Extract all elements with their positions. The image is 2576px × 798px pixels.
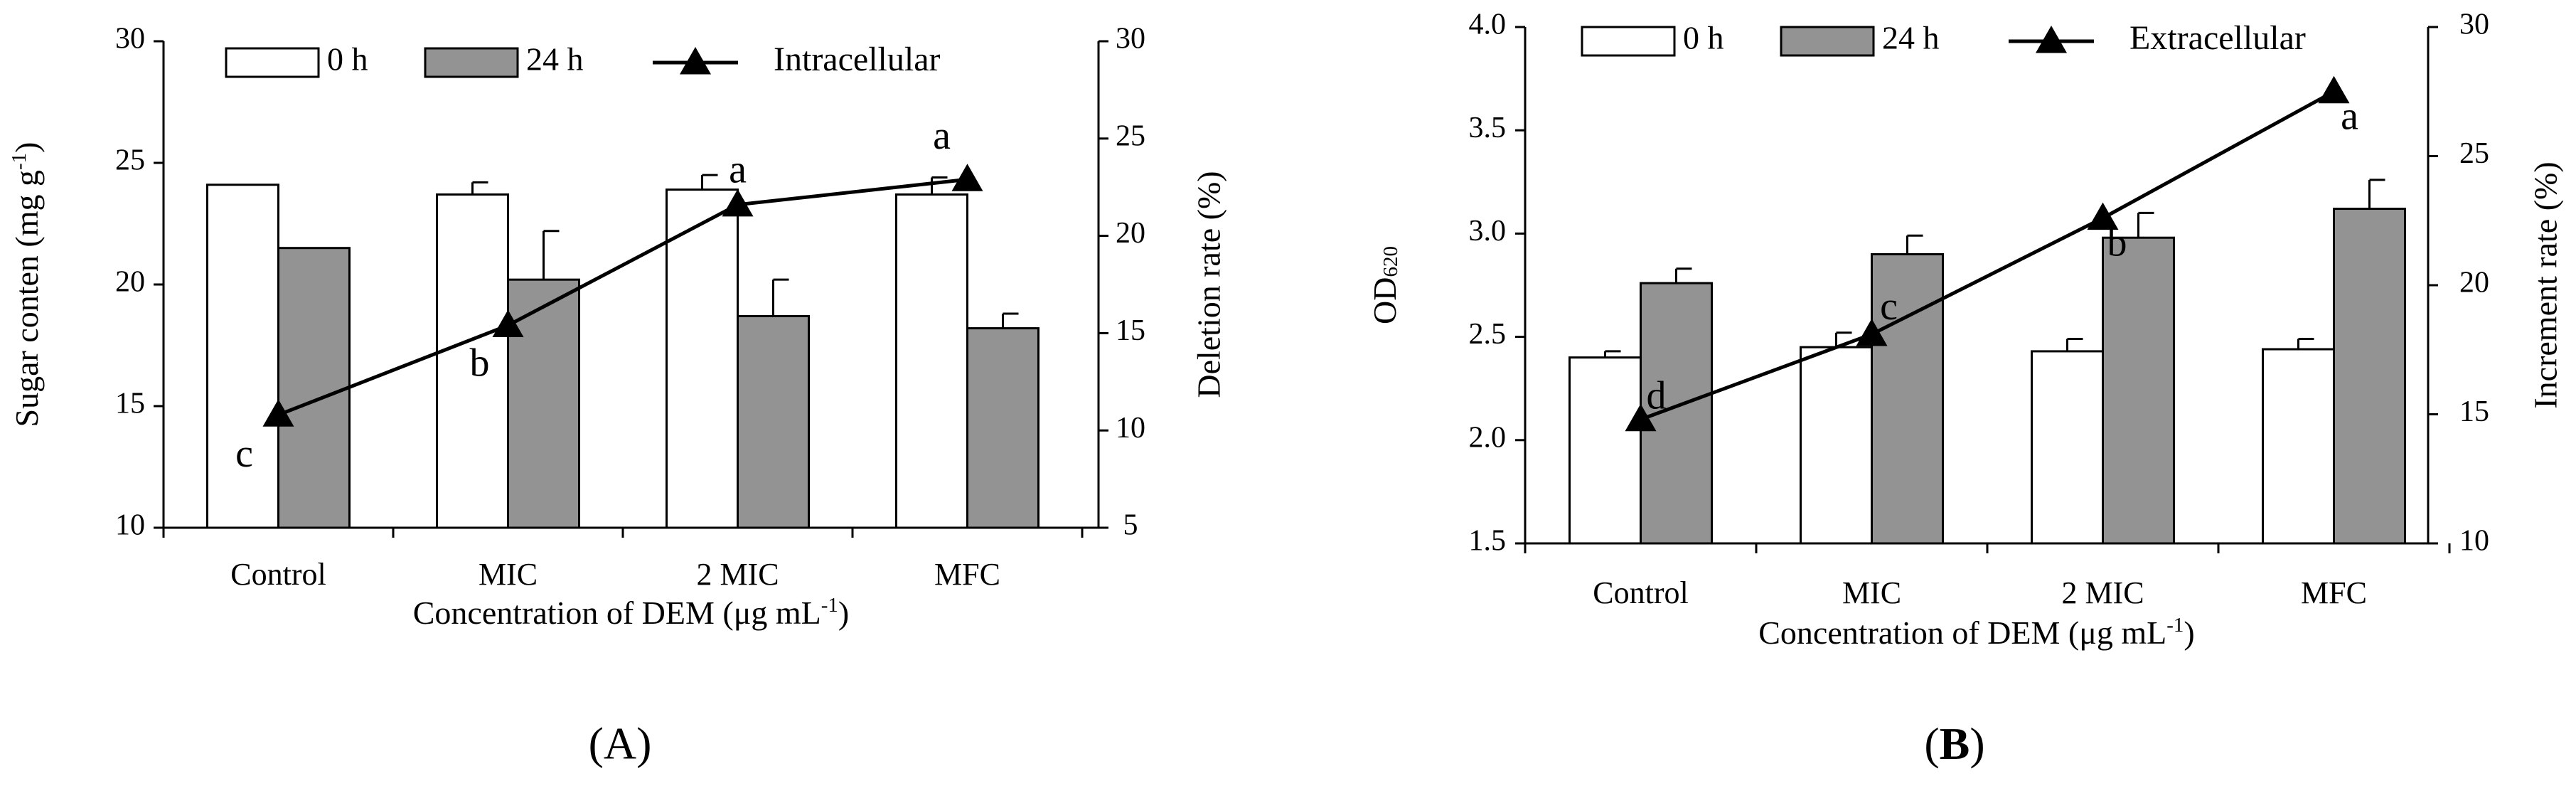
bar-0h: [1800, 346, 1873, 545]
chart-panel-b: 1.5 2.0 2.5 3.0 3.5 4.0 10 15 20 25 30 d c b a Control M…: [1367, 9, 2564, 769]
x-axis-title: Concentration of DEM (μg mL-1): [413, 594, 850, 630]
y-tick-label: 3.5: [1469, 112, 1507, 144]
y-axis-title: Sugar conten (mg g-1): [8, 142, 44, 427]
y-axis-title: OD620: [1367, 246, 1403, 324]
significance-letter: c: [235, 432, 253, 476]
bar-24h: [277, 247, 351, 529]
legend-swatch: [1780, 26, 1875, 57]
bar-0h: [2031, 350, 2104, 545]
significance-letter: b: [2107, 220, 2127, 265]
y2-tick-label: 25: [2459, 137, 2489, 170]
y2-axis-title: Increment rate (%): [2528, 161, 2564, 408]
triangle-marker: [2087, 202, 2119, 230]
y2-tick-label: 10: [2459, 525, 2489, 558]
legend: 0 h 24 h Extracellular: [1581, 19, 2306, 57]
x-axis-title: Concentration of DEM (μg mL-1): [1758, 614, 2195, 650]
legend-label: 0 h: [1683, 20, 1724, 56]
legend-swatch: [424, 47, 519, 78]
triangle-marker: [1625, 403, 1657, 432]
bar-0h: [1568, 356, 1642, 545]
y2-tick-label: 30: [2459, 9, 2489, 41]
y-tick-label: 4.0: [1469, 9, 1507, 41]
bar-24h: [1871, 252, 1944, 545]
bar-0h: [895, 193, 968, 529]
legend-label: Intracellular: [774, 41, 941, 78]
y-tick-label: 25: [115, 144, 145, 177]
x-tick-label: MFC: [934, 557, 1000, 592]
significance-letter: d: [1647, 374, 1667, 418]
legend-label: 24 h: [1882, 20, 1940, 56]
bar-24h: [2333, 208, 2406, 545]
y2-tick-label: 20: [2459, 267, 2489, 299]
significance-letter: c: [1880, 284, 1898, 329]
bar-0h: [666, 188, 739, 529]
bar-24h: [507, 278, 580, 529]
x-tick-label: MFC: [2301, 575, 2367, 610]
bar-24h: [966, 327, 1040, 529]
bar-0h: [2262, 348, 2335, 545]
legend-marker: [680, 47, 711, 75]
y2-tick-label: 25: [1116, 119, 1145, 152]
triangle-marker: [1856, 318, 1888, 346]
legend-swatch: [225, 47, 320, 78]
panel-label: (B): [1924, 718, 1984, 769]
significance-letter: a: [933, 114, 951, 158]
legend-marker: [2036, 26, 2067, 53]
y-tick-label: 30: [115, 23, 145, 55]
significance-letter: a: [2341, 95, 2358, 139]
x-tick-label: MIC: [1842, 575, 1901, 610]
y2-tick-label: 5: [1123, 509, 1138, 542]
y-tick-label: 2.5: [1469, 318, 1507, 351]
y2-tick-label: 30: [1116, 23, 1145, 55]
bar-24h: [2102, 236, 2175, 545]
series-line: [1640, 90, 2335, 422]
y-tick-label: 3.0: [1469, 215, 1507, 248]
legend: 0 h 24 h Intracellular: [225, 41, 941, 78]
triangle-marker: [492, 309, 524, 337]
y-tick-label: 20: [115, 266, 145, 299]
legend-label: 24 h: [526, 41, 584, 78]
y2-tick-label: 15: [2459, 395, 2489, 428]
y-tick-label: 10: [115, 509, 145, 542]
x-tick-label: 2 MIC: [2061, 575, 2144, 610]
y-tick-label: 15: [115, 388, 145, 420]
triangle-marker: [262, 399, 294, 427]
bar-24h: [737, 314, 810, 529]
x-tick-label: Control: [1593, 575, 1688, 610]
legend-label: Extracellular: [2129, 19, 2306, 57]
triangle-marker: [722, 188, 754, 217]
chart-panel-a: 10 15 20 25 30 5 10 15 20 25 30 c b a a Control MIC 2 MIC…: [8, 23, 1226, 769]
x-tick-label: 2 MIC: [696, 557, 779, 592]
y2-tick-label: 10: [1116, 412, 1145, 445]
x-tick-label: Control: [230, 557, 326, 592]
legend-swatch: [1581, 26, 1676, 57]
legend-label: 0 h: [327, 41, 368, 78]
bar-0h: [206, 183, 279, 529]
y2-tick-label: 20: [1116, 217, 1145, 250]
significance-letter: b: [470, 341, 490, 385]
y2-axis-title: Deletion rate (%): [1191, 171, 1227, 398]
y-tick-label: 2.0: [1469, 421, 1507, 454]
y2-tick-label: 15: [1116, 314, 1145, 347]
triangle-marker: [2318, 75, 2350, 104]
y-tick-label: 1.5: [1469, 525, 1507, 558]
panel-label: (A): [589, 718, 652, 769]
significance-letter: a: [729, 148, 747, 192]
triangle-marker: [951, 164, 983, 191]
x-tick-label: MIC: [479, 557, 538, 592]
series-line: [277, 177, 968, 417]
